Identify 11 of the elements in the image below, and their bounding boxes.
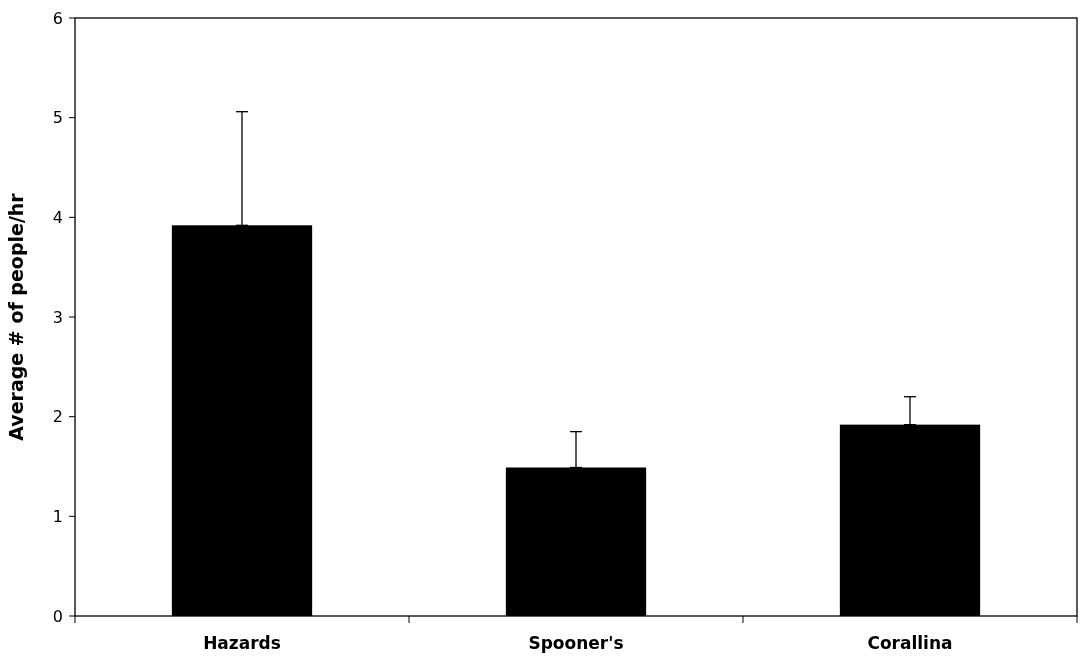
y-tick-label: 0 (52, 606, 63, 626)
x-tick-label: Spooner's (528, 633, 624, 653)
y-tick-label: 3 (52, 307, 63, 327)
y-tick-label: 2 (52, 407, 63, 427)
y-tick-label: 4 (52, 207, 63, 227)
y-tick-label: 1 (52, 506, 63, 526)
x-tick-label: Hazards (203, 633, 281, 653)
x-tick-label: Corallina (867, 633, 953, 653)
y-tick-label: 6 (52, 8, 63, 28)
y-tick-label: 5 (52, 108, 63, 128)
y-axis-title: Average # of people/hr (5, 192, 27, 441)
